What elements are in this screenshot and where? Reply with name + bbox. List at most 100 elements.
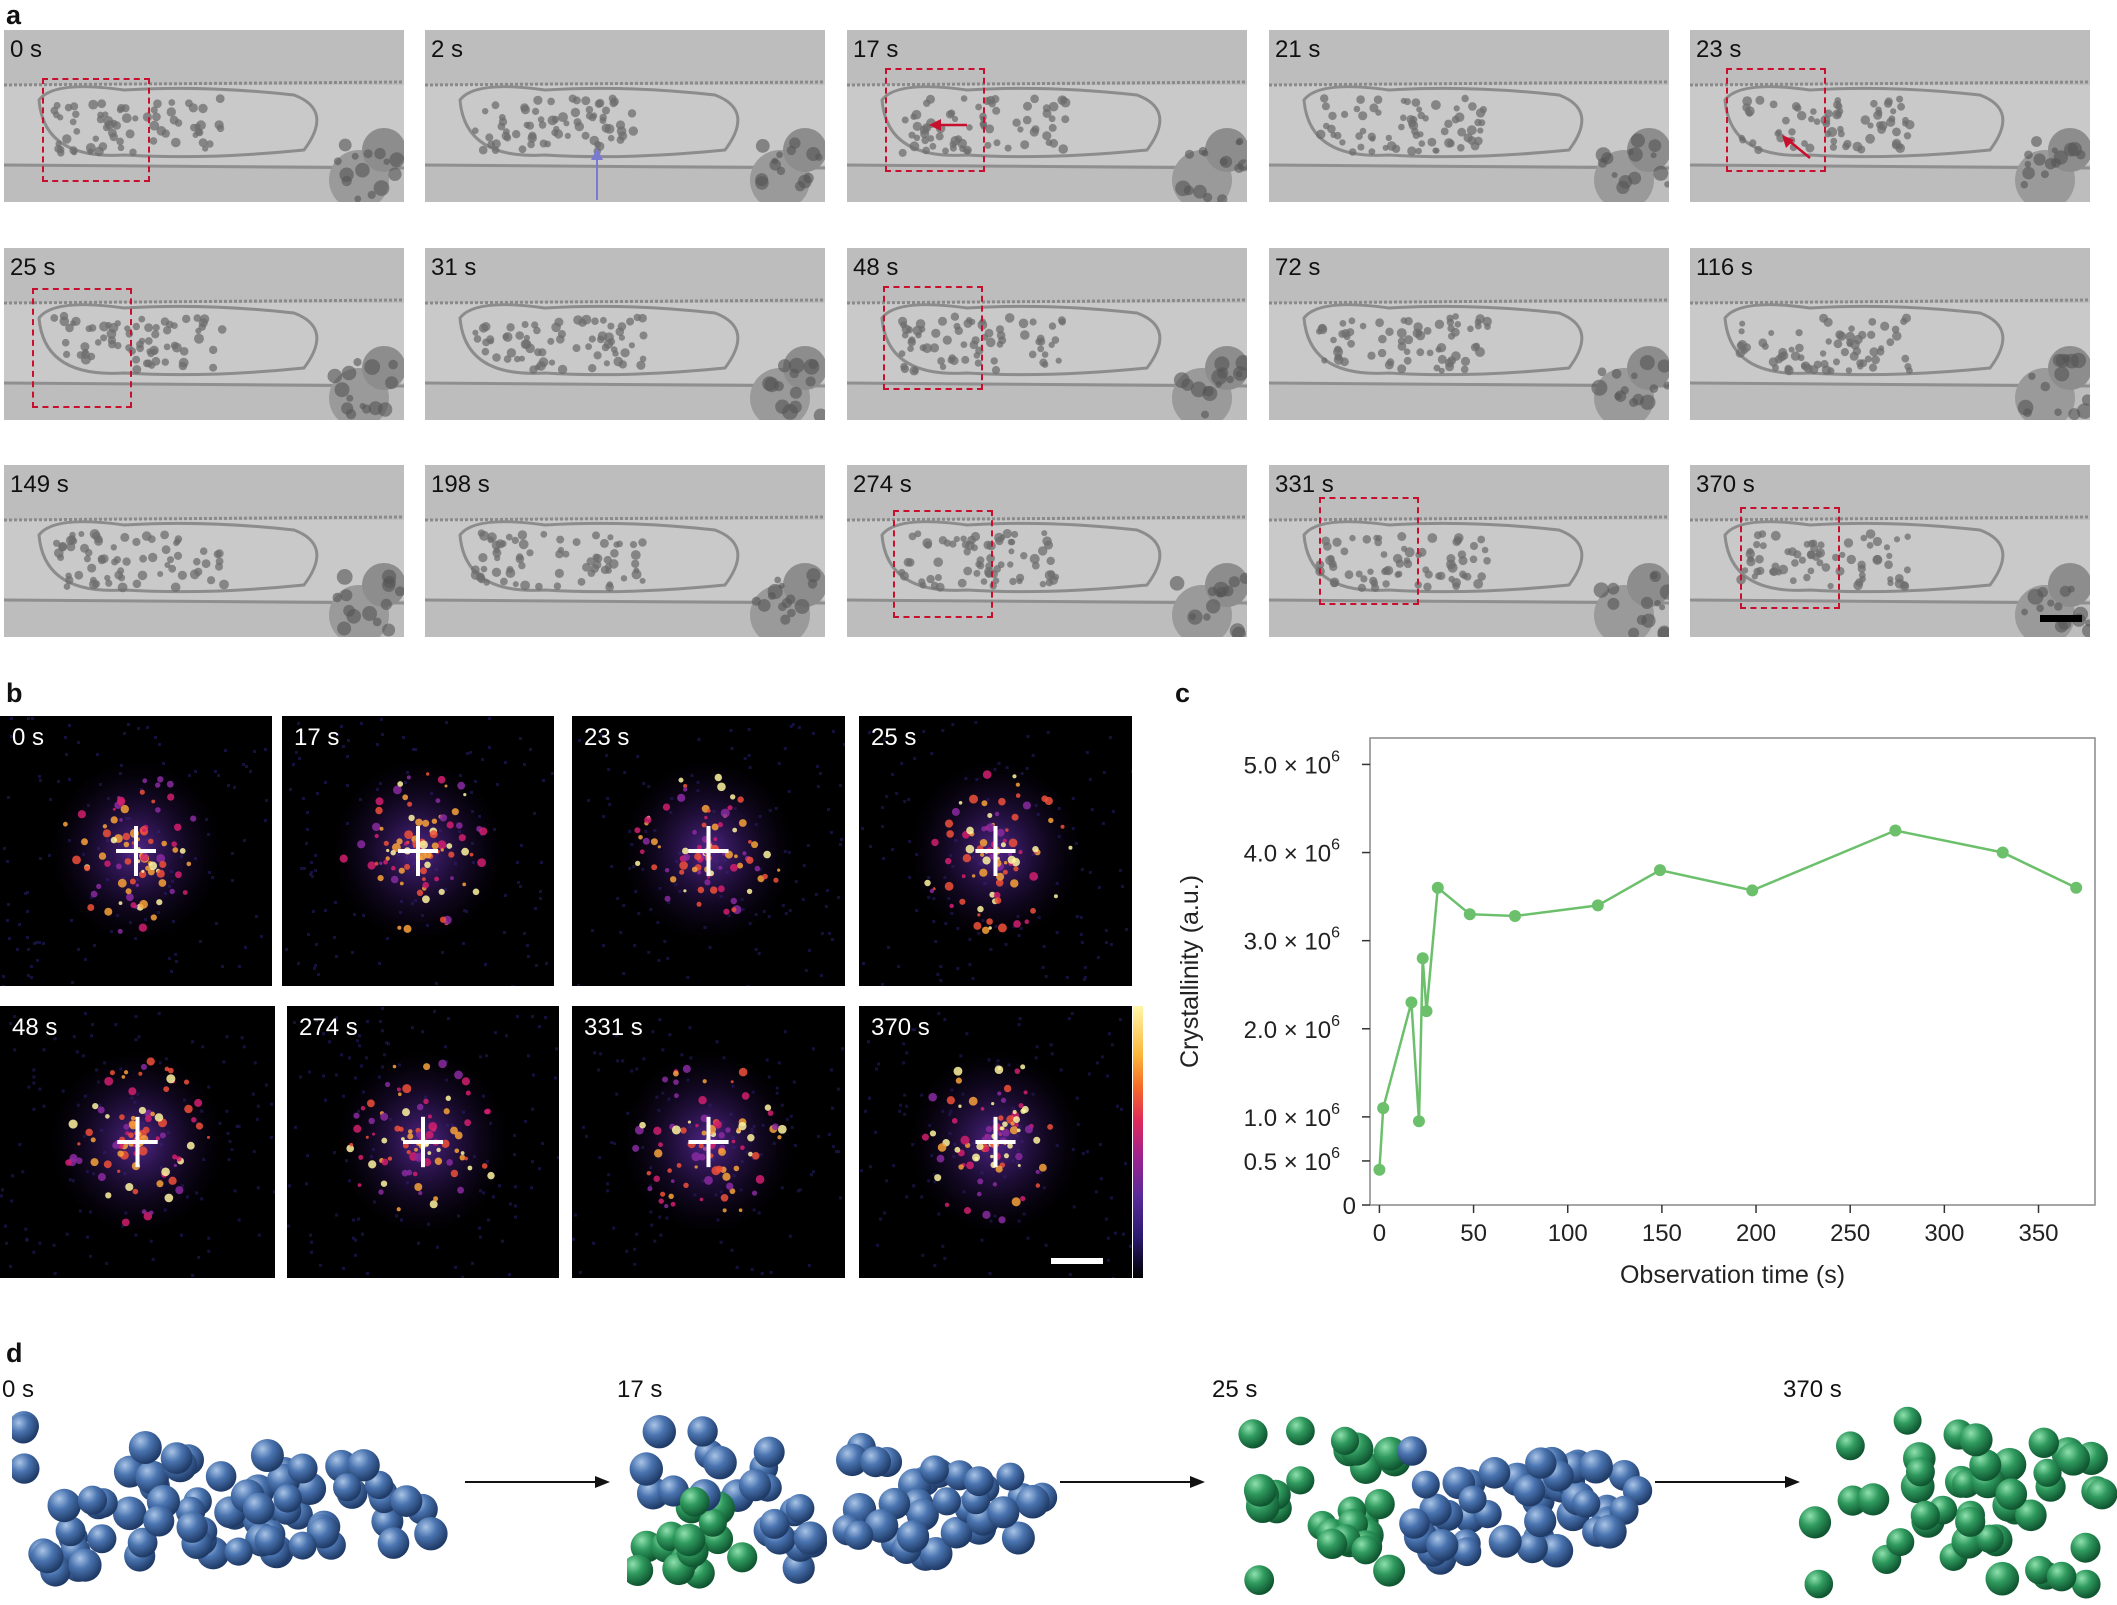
x-tick-label: 350: [2018, 1220, 2058, 1247]
fft-time-label: 0 s: [12, 724, 45, 751]
tem-frame: 72 s: [1269, 248, 1669, 420]
region-highlight-box: [893, 510, 993, 618]
data-point: [1412, 1115, 1425, 1128]
data-point: [1654, 864, 1666, 877]
data-point: [1405, 996, 1418, 1009]
frame-time-label: 0 s: [10, 36, 43, 63]
data-point: [1377, 1102, 1390, 1115]
x-tick-label: 300: [1924, 1220, 1964, 1247]
data-line: [1378, 829, 2077, 1170]
red-arrow-icon: [1782, 135, 1811, 159]
region-highlight-box: [1740, 507, 1840, 609]
y-axis-label: Crystallinity (a.u.): [1176, 875, 1204, 1068]
fft-scale-bar: [1051, 1258, 1103, 1264]
frame-time-label: 25 s: [10, 254, 56, 281]
fft-time-label: 331 s: [584, 1014, 643, 1041]
frame-time-label: 198 s: [431, 471, 490, 498]
data-point: [2070, 881, 2083, 894]
tem-frame: 2 s: [425, 30, 825, 202]
data-point: [1746, 884, 1759, 897]
fft-pattern: [859, 716, 1132, 986]
tem-frame: 0 s: [4, 30, 404, 202]
y-tick-label: 2.0 × 106: [1244, 1013, 1340, 1044]
data-point: [1889, 824, 1902, 837]
tem-image: [1269, 248, 1669, 420]
tem-frame: 31 s: [425, 248, 825, 420]
tem-image: [425, 30, 825, 202]
frame-time-label: 17 s: [853, 36, 899, 63]
fft-pattern: [859, 1006, 1132, 1278]
model-time-label: 0 s: [2, 1376, 35, 1403]
frame-time-label: 331 s: [1275, 471, 1334, 498]
tem-frame: 25 s: [4, 248, 404, 420]
x-tick-label: 100: [1548, 1220, 1588, 1247]
region-highlight-box: [32, 288, 132, 408]
frame-time-label: 31 s: [431, 254, 477, 281]
fft-time-label: 23 s: [584, 724, 630, 751]
frame-time-label: 48 s: [853, 254, 899, 281]
region-highlight-box: [1319, 497, 1419, 605]
fft-pattern: [287, 1006, 559, 1278]
model-time-label: 25 s: [1212, 1376, 1258, 1403]
fft-time-label: 17 s: [294, 724, 340, 751]
tem-frame: 149 s: [4, 465, 404, 637]
panel-d-label: d: [6, 1338, 23, 1368]
data-point: [1373, 1163, 1386, 1176]
tem-image: [1690, 248, 2090, 420]
fft-time-label: 48 s: [12, 1014, 58, 1041]
tem-frame: 370 s: [1690, 465, 2090, 637]
fft-frame: 331 s: [572, 1006, 845, 1278]
tem-image: [1269, 30, 1669, 202]
tem-image: [4, 465, 404, 637]
data-point: [1416, 952, 1429, 965]
fft-time-label: 370 s: [871, 1014, 930, 1041]
data-point: [1509, 909, 1521, 922]
x-tick-label: 250: [1830, 1220, 1870, 1247]
frame-time-label: 23 s: [1696, 36, 1742, 63]
tem-image: [425, 248, 825, 420]
region-highlight-box: [1726, 68, 1826, 172]
frame-time-label: 72 s: [1275, 254, 1321, 281]
sphere-cluster: [1238, 1416, 1653, 1595]
y-tick-label: 0: [1343, 1193, 1356, 1220]
tem-frame: 116 s: [1690, 248, 2090, 420]
fft-pattern: [282, 716, 554, 986]
fft-frame: 0 s: [0, 716, 272, 986]
sphere-cluster: [1798, 1406, 2117, 1599]
tem-image: [847, 465, 1247, 637]
region-highlight-box: [42, 78, 150, 182]
x-tick-label: 50: [1460, 1220, 1487, 1247]
fft-frame: 48 s: [0, 1006, 275, 1278]
panel-a-label: a: [6, 0, 22, 30]
data-point: [1591, 899, 1604, 912]
tem-frame: 17 s: [847, 30, 1247, 202]
fft-frame: 17 s: [282, 716, 554, 986]
fft-time-label: 274 s: [299, 1014, 358, 1041]
tem-frame: 23 s: [1690, 30, 2090, 202]
tem-image: [1269, 465, 1669, 637]
purple-arrow-icon: [591, 148, 603, 200]
region-highlight-box: [885, 68, 985, 172]
frame-time-label: 370 s: [1696, 471, 1755, 498]
tem-image: [847, 248, 1247, 420]
fft-frame: 274 s: [287, 1006, 559, 1278]
y-tick-label: 1.0 × 106: [1244, 1101, 1340, 1132]
tem-image: [425, 465, 825, 637]
y-tick-label: 3.0 × 106: [1244, 925, 1340, 956]
fft-frame: 23 s: [572, 716, 845, 986]
transition-arrow-icon: [465, 1476, 610, 1488]
red-arrow-icon: [929, 119, 967, 131]
data-point: [1463, 908, 1476, 921]
transition-arrow-icon: [1060, 1476, 1205, 1488]
data-point: [1431, 881, 1444, 894]
frame-time-label: 116 s: [1696, 254, 1753, 281]
frame-time-label: 21 s: [1275, 36, 1321, 63]
tem-frame: 21 s: [1269, 30, 1669, 202]
tem-image: [4, 30, 404, 202]
panel-c-label: c: [1175, 678, 1191, 708]
tem-image: [847, 30, 1247, 202]
tem-frame: 198 s: [425, 465, 825, 637]
sphere-cluster: [12, 1411, 448, 1587]
model-time-label: 17 s: [617, 1376, 663, 1403]
